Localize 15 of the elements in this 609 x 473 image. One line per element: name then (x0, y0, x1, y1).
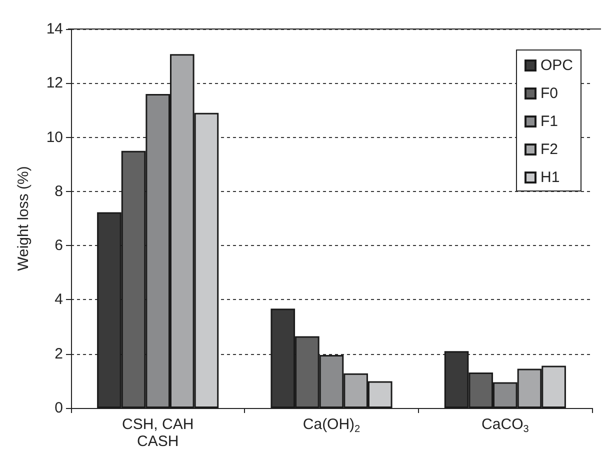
y-tick-label: 6 (54, 237, 63, 254)
x-tick-label: CSH, CAH CASH (122, 416, 194, 450)
y-tick-label: 4 (54, 291, 63, 308)
y-tick-label: 12 (46, 74, 63, 92)
y-tick-label: 8 (54, 182, 63, 200)
y-axis-title: Weight loss (%) (15, 166, 32, 271)
legend-label: H1 (540, 169, 560, 186)
y-tick-label: 14 (46, 20, 63, 38)
legend-label: F2 (540, 141, 558, 158)
y-tick-label: 0 (54, 400, 63, 416)
y-tick-label: 2 (54, 345, 63, 362)
legend-label: F0 (540, 85, 558, 102)
legend-label: OPC (540, 57, 574, 74)
y-tick-label: 10 (46, 128, 63, 146)
legend-label: F1 (540, 113, 558, 130)
